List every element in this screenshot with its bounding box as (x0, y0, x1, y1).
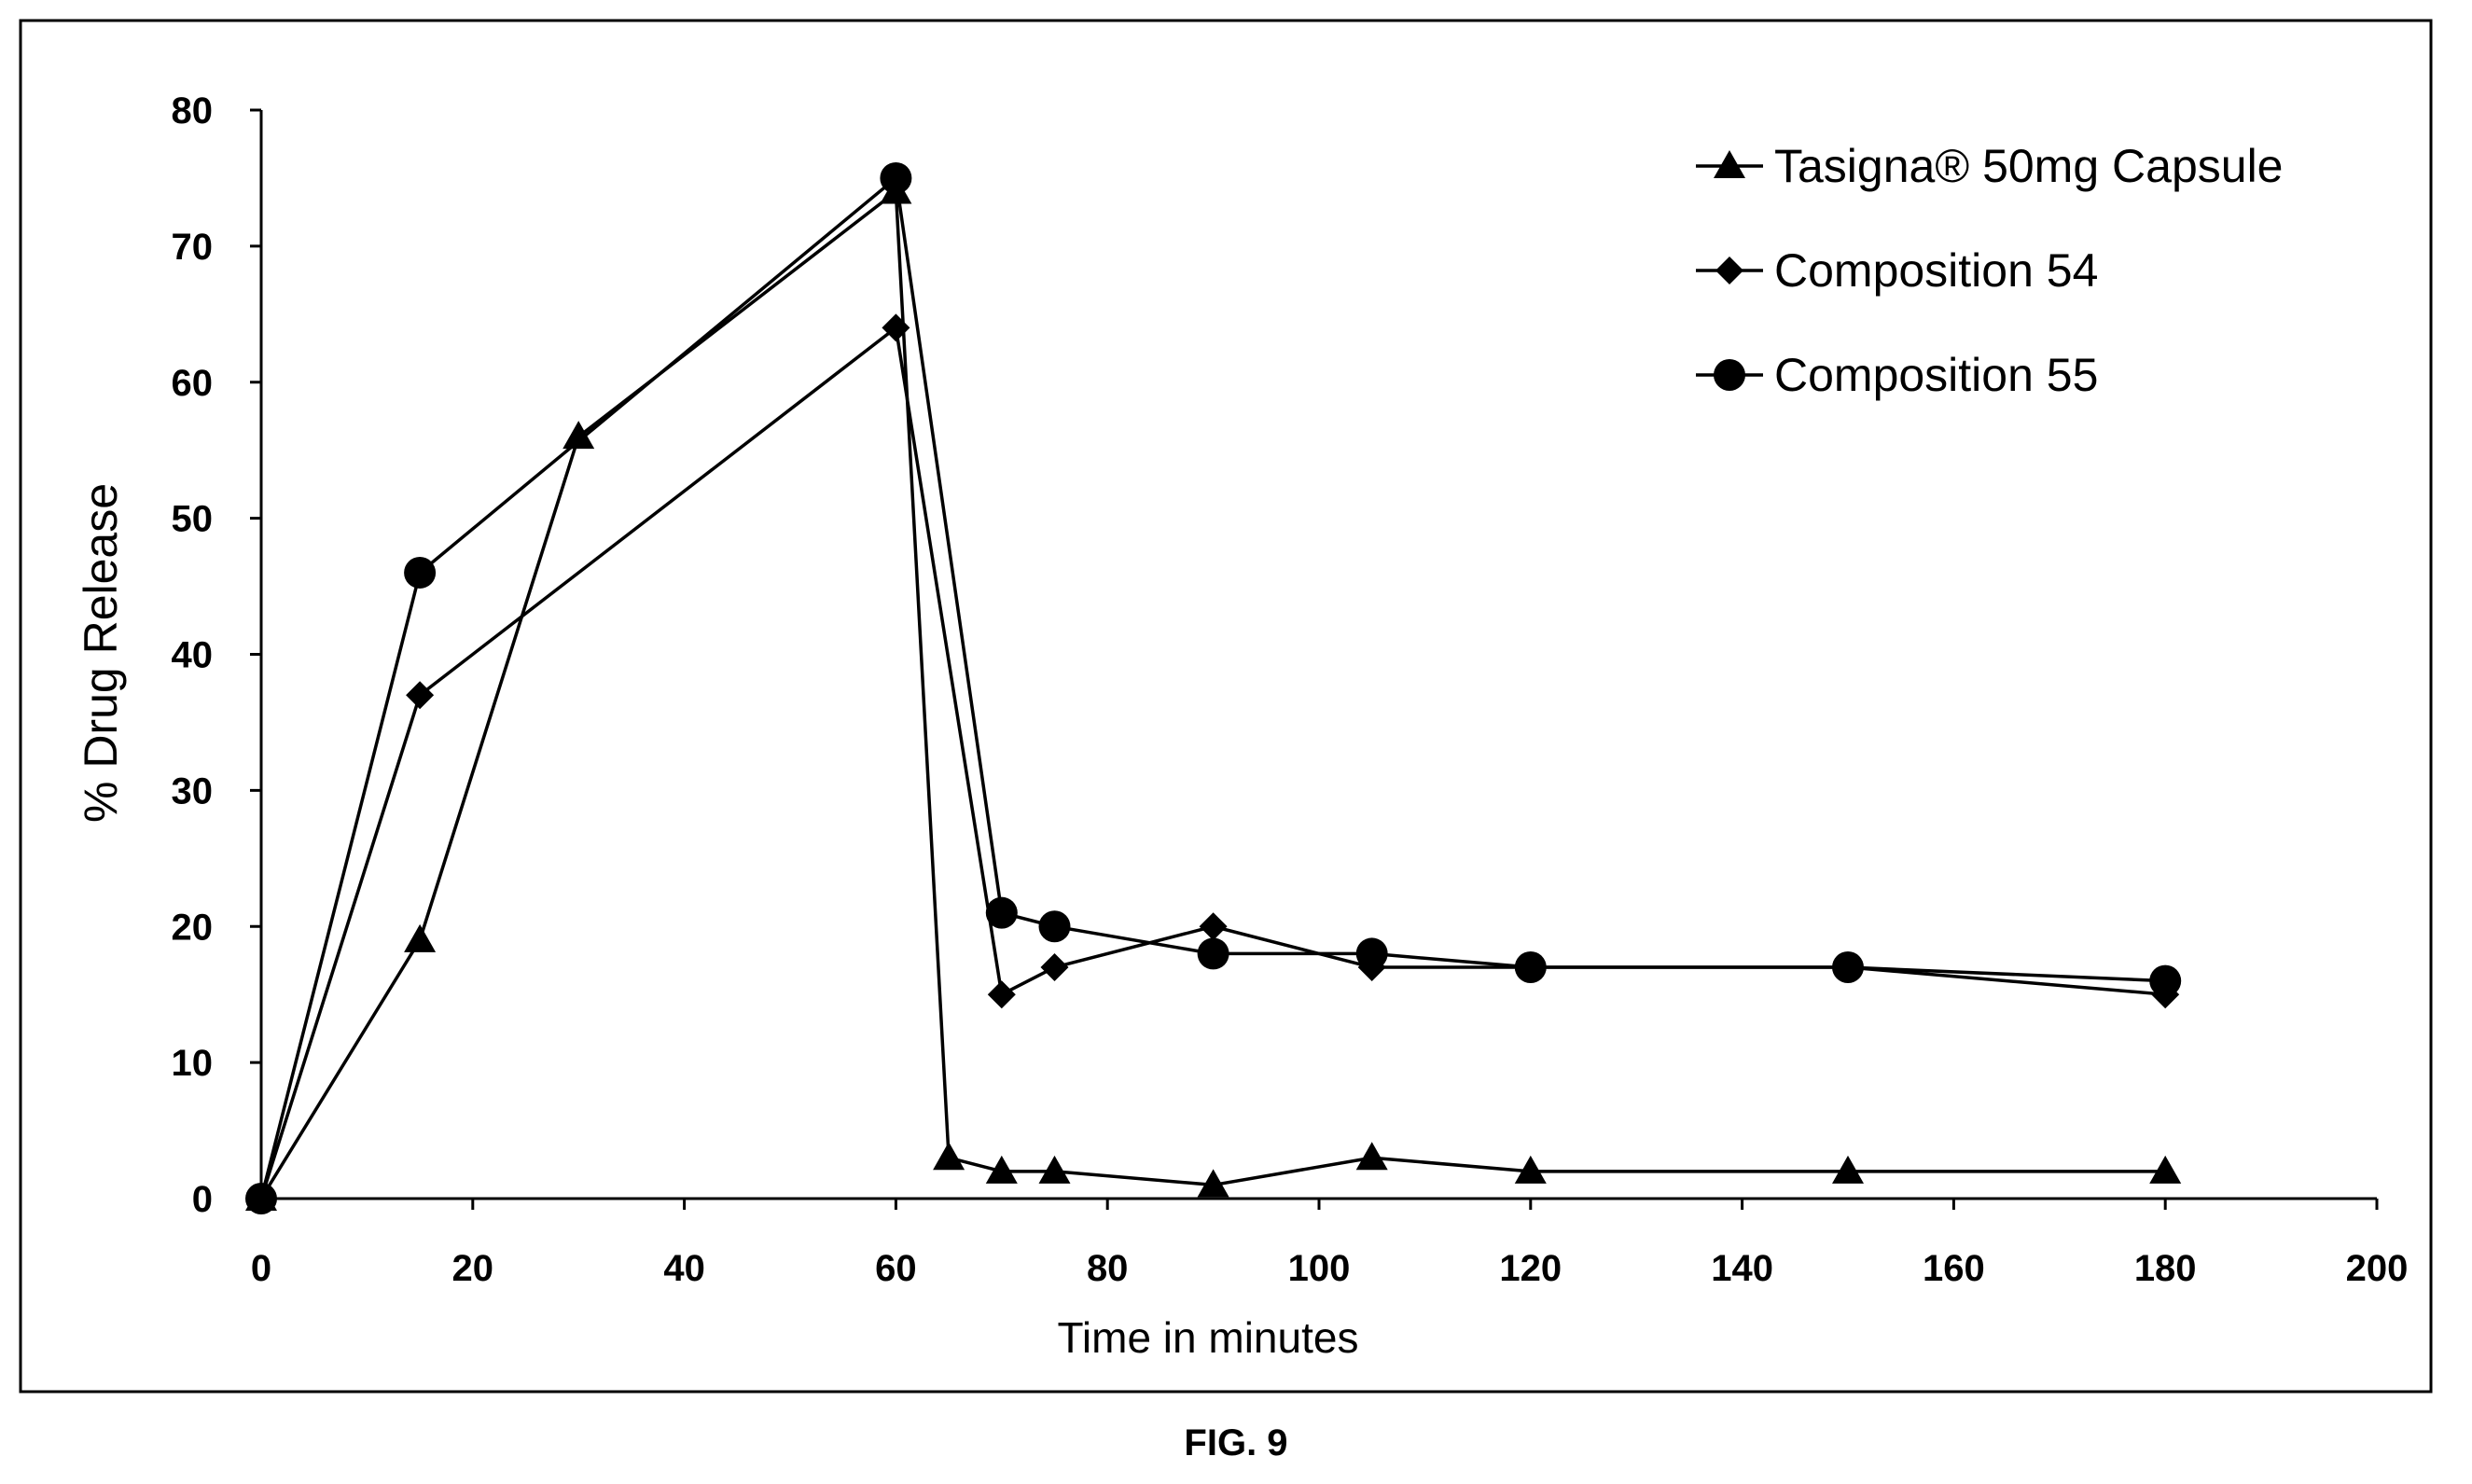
data-point-circle (1514, 951, 1547, 984)
data-point-diamond (406, 681, 435, 710)
data-point-triangle (2149, 1155, 2182, 1184)
x-tick-label: 180 (2134, 1248, 2197, 1289)
y-tick-label: 60 (172, 363, 214, 404)
x-tick-label: 60 (875, 1248, 917, 1289)
x-tick-label: 140 (1711, 1248, 1773, 1289)
series-composition-55 (245, 161, 2182, 1214)
y-tick-label: 40 (172, 635, 214, 676)
y-tick-label: 0 (192, 1179, 213, 1220)
y-axis-label: % Drug Release (75, 483, 127, 823)
x-tick-label: 120 (1499, 1248, 1562, 1289)
y-tick-label: 10 (172, 1043, 214, 1084)
data-point-circle (404, 556, 437, 589)
data-point-diamond (1199, 912, 1228, 941)
x-tick-label: 100 (1288, 1248, 1351, 1289)
series-line (259, 176, 2166, 1200)
legend-marker-circle (1714, 359, 1745, 391)
data-point-triangle (985, 1155, 1018, 1184)
data-point-triangle (562, 421, 595, 450)
data-point-circle (985, 896, 1018, 929)
data-point-circle (1038, 910, 1071, 943)
y-tick-label: 70 (172, 227, 214, 268)
y-tick-label: 30 (172, 770, 214, 811)
data-point-triangle (1038, 1155, 1071, 1184)
legend-label: Tasigna® 50mg Capsule (1774, 140, 2283, 192)
data-point-circle (880, 161, 912, 194)
x-tick-label: 0 (251, 1248, 271, 1289)
data-point-circle (1197, 937, 1229, 970)
data-point-triangle (1355, 1142, 1388, 1171)
y-tick-label: 50 (172, 499, 214, 540)
legend-item: Composition 55 (1696, 349, 2098, 401)
legend-label: Composition 54 (1774, 244, 2098, 297)
y-tick-label: 20 (172, 907, 214, 948)
series-tasigna-50mg-capsule (245, 175, 2182, 1211)
legend-item: Tasigna® 50mg Capsule (1696, 140, 2283, 192)
data-point-diamond (987, 980, 1016, 1009)
data-point-circle (2149, 964, 2182, 997)
data-point-circle (1355, 937, 1388, 970)
chart-border (19, 19, 2433, 1394)
data-point-triangle (1197, 1169, 1229, 1198)
x-tick-label: 20 (452, 1248, 494, 1289)
series-line (259, 326, 2166, 1200)
x-tick-label: 80 (1087, 1248, 1129, 1289)
legend-item: Composition 54 (1696, 244, 2098, 297)
x-tick-label: 200 (2346, 1248, 2409, 1289)
data-point-diamond (1040, 953, 1069, 982)
data-point-circle (245, 1183, 277, 1214)
data-point-triangle (404, 923, 437, 952)
x-tick-label: 40 (663, 1248, 705, 1289)
data-point-triangle (1832, 1155, 1864, 1184)
legend-marker-diamond (1715, 257, 1743, 284)
legend-marker-triangle (1714, 150, 1745, 178)
figure-caption: FIG. 9 (1184, 1422, 1288, 1463)
data-point-diamond (882, 313, 910, 342)
data-point-triangle (1514, 1155, 1547, 1184)
legend-label: Composition 55 (1774, 349, 2098, 401)
series-line (259, 189, 2166, 1200)
data-point-triangle (933, 1142, 965, 1171)
y-tick-label: 80 (172, 90, 214, 132)
series-composition-54 (247, 313, 2180, 1213)
x-axis-label: Time in minutes (1058, 1313, 1359, 1362)
x-tick-label: 160 (1923, 1248, 1985, 1289)
data-point-circle (1832, 951, 1864, 984)
legend: Tasigna® 50mg Capsule Composition 54 Compo… (1696, 140, 2283, 401)
